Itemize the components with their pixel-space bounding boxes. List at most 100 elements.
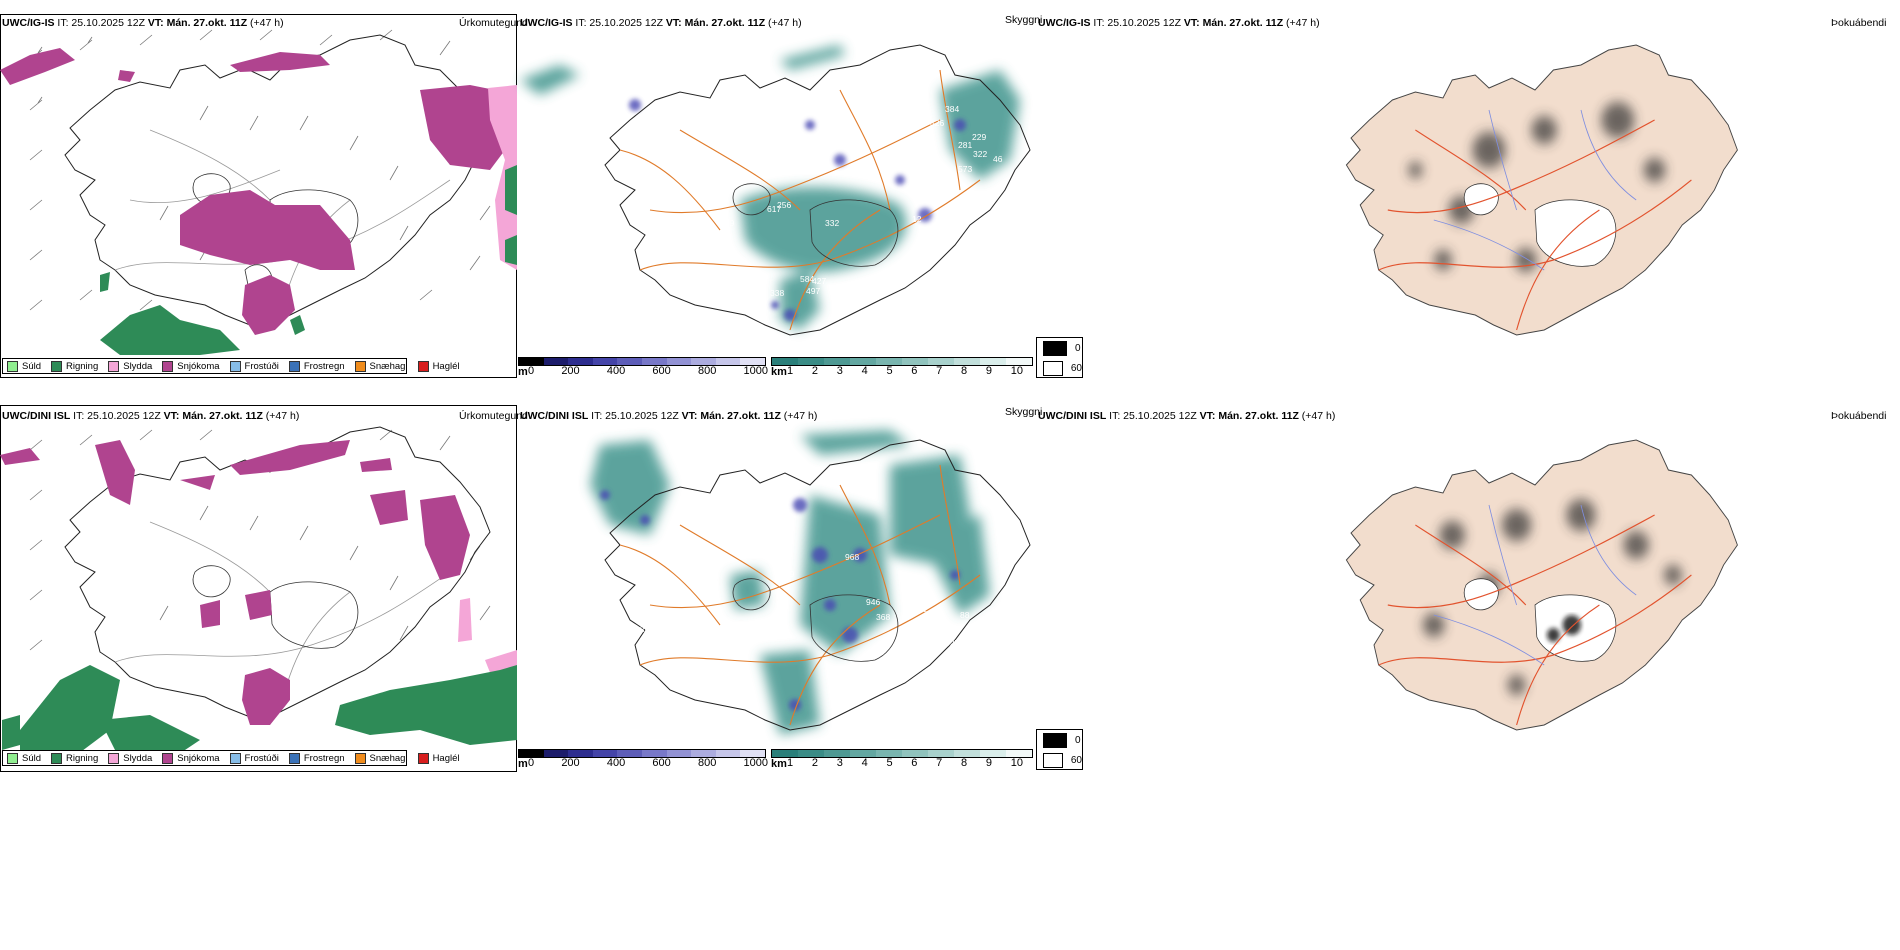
vis-label: 27 <box>852 712 862 722</box>
visibility-value-labels: 459 968 628 99 946 62 368 985 789 88 627… <box>630 552 970 844</box>
colorbar-cell <box>1006 750 1032 757</box>
snow-areas <box>0 48 505 335</box>
colorbar-cell <box>954 358 980 365</box>
legend-swatch <box>108 360 120 372</box>
legend-item-graupel: Snæhagl <box>354 752 408 764</box>
colorbar-km-unit: km <box>771 366 787 378</box>
vis-label: 576 <box>698 230 712 240</box>
vis-label: 206 <box>640 624 654 634</box>
vis-label: 322 <box>973 149 987 159</box>
precip-type-map-bottom <box>0 426 517 760</box>
colorbar-cell <box>876 358 902 365</box>
colorbar-cell <box>617 358 642 365</box>
vis-label: 3864 <box>637 116 656 126</box>
vis-label: 281 <box>958 140 972 150</box>
colorbar-m-cells <box>518 749 766 758</box>
colorbar-cell <box>954 750 980 757</box>
colorbar-cell <box>798 750 824 757</box>
vis-label: 584 <box>800 274 814 284</box>
legend-item-frz-drizzle: Frostúði <box>229 360 279 372</box>
legend-item-sudd: Súld <box>7 752 41 764</box>
fog-key-top: 0 60 <box>1036 337 1083 378</box>
legend-swatch <box>417 752 429 764</box>
legend-swatch <box>229 360 241 372</box>
legend-item-snow: Snjókoma <box>162 360 220 372</box>
colorbar-cell <box>568 358 593 365</box>
legend-item-graupel: Snæhagl <box>354 360 408 372</box>
header-top-visibility: UWC/IG-IS IT: 25.10.2025 12Z VT: Mán. 27… <box>520 17 802 29</box>
legend-item-hail: Haglél <box>417 752 460 764</box>
vis-label: 628 <box>630 560 644 570</box>
colorbar-m-cells <box>518 357 766 366</box>
colorbar-cell <box>980 750 1006 757</box>
legend-item-rain: Rigning <box>51 752 98 764</box>
fog-map-bottom <box>1345 439 1738 731</box>
vis-label: 427 <box>812 276 826 286</box>
fog-map-top <box>1345 44 1738 336</box>
legend-swatch <box>7 752 18 764</box>
colorbar-cell <box>1006 358 1032 365</box>
legend-swatch <box>51 360 63 372</box>
road-network <box>619 69 981 331</box>
vis-label: 384 <box>945 104 959 114</box>
colorbar-m-unit: m <box>518 366 528 378</box>
rain-areas <box>100 165 517 355</box>
fog-key-swatch <box>1043 752 1063 768</box>
legend-swatch <box>51 752 63 764</box>
colorbar-cell <box>772 358 798 365</box>
panel-title-precip-type: Úrkomutegund <box>459 410 528 422</box>
colorbar-m-ticks: 0 200 400 600 800 1000 <box>528 757 768 769</box>
colorbar-cell <box>850 750 876 757</box>
panel-title-precip-type: Úrkomutegund <box>459 17 528 29</box>
colorbar-km-cells <box>771 357 1033 366</box>
header-bottom-precip: UWC/DINI ISL IT: 25.10.2025 12Z VT: Mán.… <box>2 410 300 422</box>
colorbar-cell <box>568 750 593 757</box>
vis-label: 617 <box>767 204 781 214</box>
colorbar-cell <box>980 358 1006 365</box>
visibility-km-colorbar-bottom <box>771 749 1033 758</box>
legend-item-hail: Haglél <box>417 360 460 372</box>
visibility-map-bottom: 459 968 628 99 946 62 368 985 789 88 627… <box>590 430 1031 844</box>
vis-label: 297 <box>873 662 887 672</box>
fog-key-row: 0 <box>1037 338 1082 358</box>
legend-item-sleet: Slydda <box>108 752 152 764</box>
panel-title-fog: Þokuábendi <box>1831 410 1887 422</box>
visibility-km-colorbar-top <box>771 357 1033 366</box>
vis-label: 845 <box>780 830 794 840</box>
colorbar-cell <box>641 750 667 757</box>
vis-label: 338 <box>770 288 784 298</box>
visibility-m-colorbar-bottom <box>518 749 766 758</box>
colorbar-cell <box>715 358 741 365</box>
vis-label: 226 <box>952 672 966 682</box>
legend-swatch <box>288 752 300 764</box>
vis-label: 539 <box>720 218 734 228</box>
fog-key-row: 60 <box>1037 750 1082 770</box>
colorbar-cell <box>740 750 765 757</box>
legend-swatch <box>417 360 429 372</box>
vis-label: 497 <box>806 286 820 296</box>
vis-label: 256 <box>777 200 791 210</box>
legend-item-snow: Snjókoma <box>162 752 220 764</box>
vis-label: 573 <box>958 164 972 174</box>
visibility-map-top: 384 326 229 281 322 46 573 399 539 256 6… <box>520 44 1031 344</box>
colorbar-m-ticks: 0 200 400 600 800 1000 <box>528 365 768 377</box>
vis-label: 99 <box>652 562 662 572</box>
precip-map-frame-bottom <box>0 405 517 772</box>
vis-label: 399 <box>955 205 969 215</box>
header-top-precip: UWC/IG-IS IT: 25.10.2025 12Z VT: Mán. 27… <box>2 17 284 29</box>
colorbar-cell <box>902 750 928 757</box>
legend-swatch <box>354 360 366 372</box>
legend-swatch <box>108 752 120 764</box>
vis-label: 275 <box>870 647 884 657</box>
vis-label: 985 <box>919 620 933 630</box>
legend-item-frz-drizzle: Frostúði <box>229 752 279 764</box>
fog-key-swatch <box>1043 732 1067 748</box>
vis-label: 454 <box>780 834 794 844</box>
colorbar-cell <box>666 750 692 757</box>
header-bottom-visibility: UWC/DINI ISL IT: 25.10.2025 12Z VT: Mán.… <box>520 410 818 422</box>
vis-label: 368 <box>876 612 890 622</box>
panel-title-fog: Þokuábendi <box>1831 17 1887 29</box>
colorbar-cell <box>592 358 618 365</box>
colorbar-cell <box>876 750 902 757</box>
colorbar-km-unit: km <box>771 758 787 770</box>
